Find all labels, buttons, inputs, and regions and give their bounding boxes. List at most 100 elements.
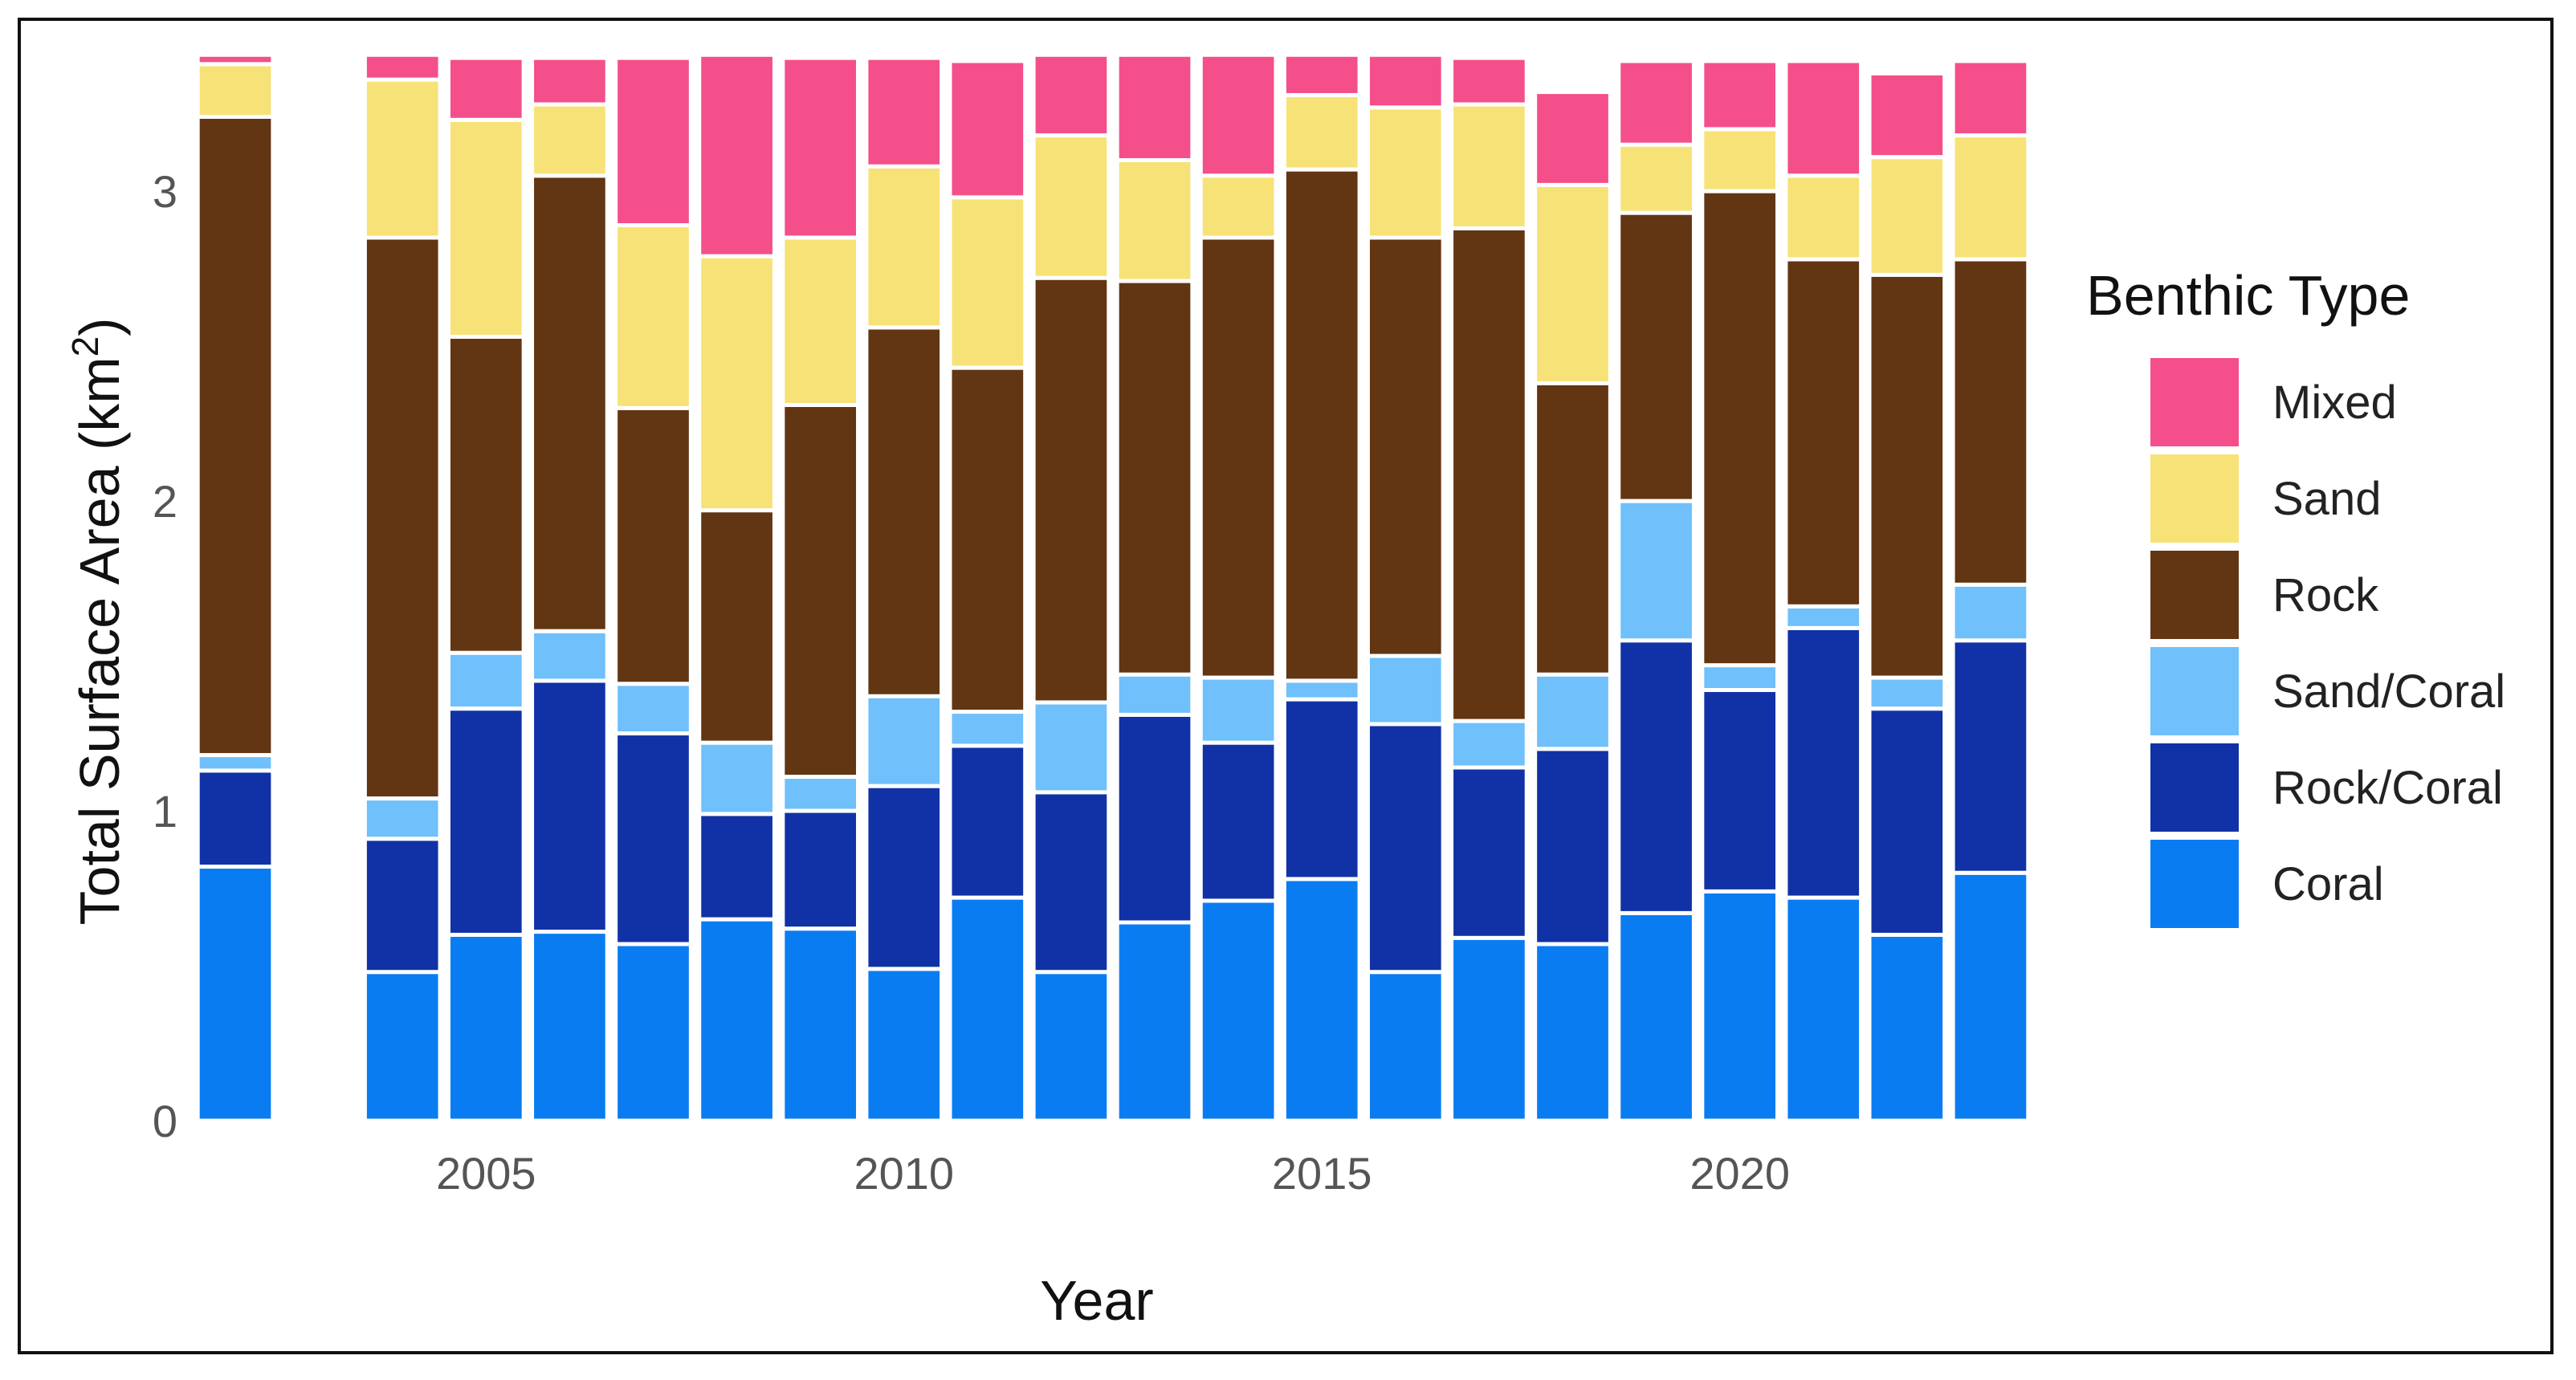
legend-items: Mixed Sand Rock Sand/Coral Rock/Coral Coral <box>2150 358 2505 928</box>
bar-2012-rock <box>1031 275 1111 705</box>
bar-2007-sand <box>613 223 693 410</box>
y-tick-label: 2 <box>153 476 177 527</box>
bar-2012-sand-coral <box>1031 700 1111 795</box>
bar-2019-mixed <box>1616 59 1696 147</box>
y-tick-label: 3 <box>153 166 177 217</box>
bar-2005-rock-coral <box>446 706 526 937</box>
bar-2014-coral <box>1198 898 1278 1123</box>
bar-2022-rock-coral <box>1867 706 1947 937</box>
legend-label-coral: Coral <box>2272 858 2384 910</box>
bar-2016-mixed <box>1365 52 1445 110</box>
bar-2023-mixed <box>1950 59 2031 138</box>
bar-2011-coral <box>948 895 1028 1123</box>
bar-2002-coral <box>195 865 275 1123</box>
bar-2014-rock-coral <box>1198 740 1278 903</box>
bar-2014-rock <box>1198 235 1278 680</box>
bar-2018-rock-coral <box>1533 747 1612 946</box>
bar-2010-sand-coral <box>864 694 944 788</box>
bar-2002-sand-coral <box>195 753 275 773</box>
x-tick-label: 2005 <box>436 1148 536 1199</box>
bar-2020-mixed <box>1700 59 1780 132</box>
bar-2012-rock-coral <box>1031 790 1111 975</box>
bar-2015-sand-coral <box>1282 678 1362 702</box>
bar-2005-mixed <box>446 55 526 122</box>
bar-2019-rock-coral <box>1616 638 1696 915</box>
bar-2006-sand <box>530 102 609 178</box>
bar-2010-rock-coral <box>864 784 944 971</box>
bar-2013-rock-coral <box>1115 712 1195 925</box>
bar-2014-sand-coral <box>1198 675 1278 745</box>
bar-2002-rock-coral <box>195 768 275 869</box>
x-tick-label: 2015 <box>1272 1148 1372 1199</box>
y-axis-title-main: Total Surface Area (km <box>68 356 131 925</box>
legend-key-rock-coral <box>2150 743 2239 832</box>
legend-label-mixed: Mixed <box>2272 377 2397 429</box>
bar-2019-rock <box>1616 210 1696 503</box>
bar-2022-sand-coral <box>1867 675 1947 711</box>
bar-2005-sand-coral <box>446 650 526 711</box>
bar-2013-sand <box>1115 158 1195 283</box>
bar-layer <box>195 52 2031 1123</box>
bar-2015-coral <box>1282 877 1362 1123</box>
bar-2018-mixed <box>1533 90 1612 187</box>
legend-title: Benthic Type <box>2086 264 2410 327</box>
bar-2011-rock-coral <box>948 743 1028 900</box>
bar-2008-mixed <box>697 52 776 258</box>
bar-2011-sand <box>948 195 1028 370</box>
bar-2016-rock-coral <box>1365 722 1445 975</box>
legend-key-mixed <box>2150 358 2239 446</box>
x-tick-label: 2010 <box>854 1148 955 1199</box>
bar-2006-rock <box>530 173 609 633</box>
bar-2023-sand <box>1950 133 2031 262</box>
legend-key-rock <box>2150 551 2239 639</box>
bar-2020-sand-coral <box>1700 663 1780 693</box>
bar-2008-rock-coral <box>697 812 776 922</box>
bar-2004-rock <box>362 235 442 801</box>
bar-2021-sand <box>1783 173 1864 262</box>
bar-2009-mixed <box>781 55 861 240</box>
bar-2018-rock <box>1533 381 1612 677</box>
bar-2007-rock-coral <box>613 731 693 946</box>
x-axis-ticks: 2005 2010 2015 2020 <box>436 1148 1790 1199</box>
bar-2007-coral <box>613 942 693 1123</box>
x-tick-label: 2020 <box>1689 1148 1790 1199</box>
bar-2019-coral <box>1616 910 1696 1123</box>
bar-2011-mixed <box>948 59 1028 200</box>
bar-2008-sand <box>697 254 776 513</box>
bar-2008-rock <box>697 508 776 745</box>
bar-2013-coral <box>1115 920 1195 1123</box>
legend: Benthic Type Mixed Sand Rock Sand/Coral Rock… <box>2086 264 2505 928</box>
bar-2004-sand-coral <box>362 796 442 841</box>
bar-2002-mixed <box>195 52 275 67</box>
bar-2009-coral <box>781 926 861 1123</box>
bar-2011-rock <box>948 365 1028 714</box>
y-axis-title: Total Surface Area (km2) <box>64 318 131 926</box>
bar-2007-mixed <box>613 55 693 228</box>
bar-2021-sand-coral <box>1783 604 1864 630</box>
bar-2012-mixed <box>1031 52 1111 138</box>
bar-2019-sand <box>1616 142 1696 215</box>
bar-2016-sand <box>1365 105 1445 240</box>
bar-2006-sand-coral <box>530 629 609 683</box>
bar-2002-sand <box>195 62 275 119</box>
bar-2018-coral <box>1533 942 1612 1123</box>
bar-2013-mixed <box>1115 52 1195 163</box>
bar-2007-rock <box>613 405 693 686</box>
bar-2012-sand <box>1031 133 1111 280</box>
y-axis-ticks: 0 1 2 3 <box>153 166 177 1146</box>
bar-2022-mixed <box>1867 71 1947 160</box>
bar-2023-rock-coral <box>1950 638 2031 875</box>
bar-2009-rock <box>781 402 861 780</box>
bar-2004-mixed <box>362 52 442 82</box>
y-axis-title-close: ) <box>68 318 131 336</box>
legend-key-sand <box>2150 454 2239 543</box>
bar-2018-sand <box>1533 182 1612 385</box>
bar-2011-sand-coral <box>948 710 1028 748</box>
bar-2021-rock <box>1783 257 1864 609</box>
bar-2021-mixed <box>1783 59 1864 178</box>
bar-2017-sand-coral <box>1449 718 1529 770</box>
bar-2015-rock <box>1282 167 1362 683</box>
bar-2015-sand <box>1282 92 1362 172</box>
bar-2014-mixed <box>1198 52 1278 178</box>
bar-2010-coral <box>864 967 944 1123</box>
